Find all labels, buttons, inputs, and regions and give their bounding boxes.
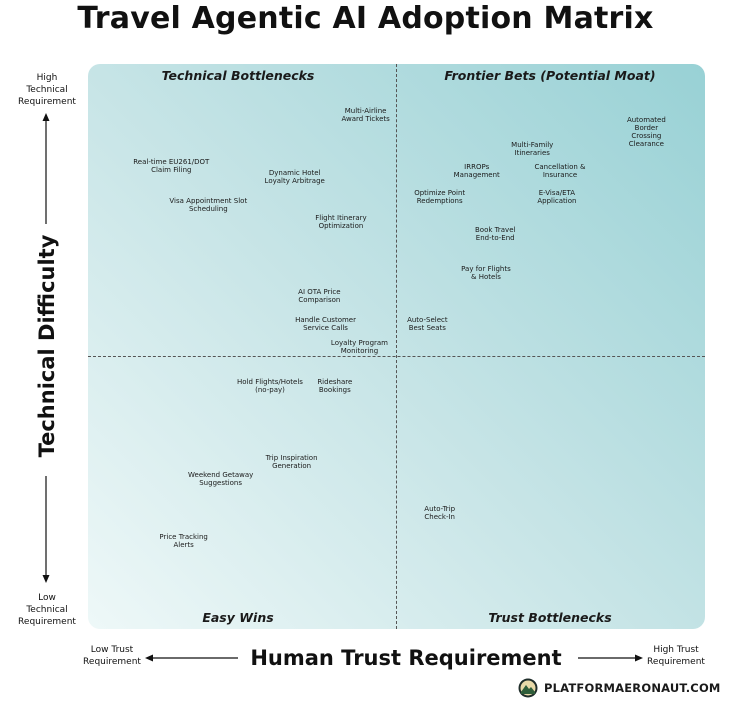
matrix-plot-area: Technical Bottlenecks Frontier Bets (Pot… (88, 64, 705, 629)
point-label: Rideshare Bookings (317, 378, 353, 395)
mountain-badge-icon (518, 678, 538, 698)
quadrant-label-bottom-right: Trust Bottlenecks (488, 610, 612, 625)
point-label: Flight Itinerary Optimization (315, 214, 367, 231)
brand-footer: PLATFORMAERONAUT.COM (518, 678, 721, 698)
point-label: Hold Flights/Hotels (no-pay) (237, 378, 303, 395)
x-axis-high-label: High Trust Requirement (647, 645, 705, 667)
y-axis-arrow-down (42, 575, 50, 583)
y-axis-high-label: High Technical Requirement (18, 73, 76, 107)
point-label: Auto-Select Best Seats (407, 315, 448, 332)
point-label: Multi-Family Itineraries (511, 140, 554, 157)
point-label: Trip Inspiration Generation (265, 454, 318, 471)
x-axis-low-label: Low Trust Requirement (83, 645, 141, 667)
point-label: Visa Appointment Slot Scheduling (169, 197, 248, 214)
x-axis-title: Human Trust Requirement (250, 646, 562, 670)
brand-name: PLATFORMAERONAUT.COM (544, 681, 721, 695)
point-label: Weekend Getaway Suggestions (188, 471, 254, 488)
y-axis-title: Technical Difficulty (35, 234, 59, 458)
point-label: Optimize Point Redemptions (414, 188, 466, 205)
y-axis-low-label: Low Technical Requirement (18, 593, 76, 627)
point-label: Loyalty Program Monitoring (330, 338, 389, 355)
x-axis-arrow-right (635, 654, 643, 662)
point-label: Pay for Flights & Hotels (461, 265, 511, 282)
point-label: Book Travel End-to-End (474, 225, 516, 242)
point-label: Dynamic Hotel Loyalty Arbitrage (264, 169, 325, 185)
quadrant-label-top-left: Technical Bottlenecks (161, 68, 315, 83)
point-label: Price Tracking Alerts (159, 533, 208, 550)
horizontal-divider (88, 356, 705, 357)
chart-title: Travel Agentic AI Adoption Matrix (77, 1, 654, 36)
point-label: AI OTA Price Comparison (298, 287, 341, 304)
point-label: Handle Customer Service Calls (295, 315, 356, 332)
point-label: Multi-Airline Award Tickets (341, 106, 390, 123)
point-label: Real-time EU261/DOT Claim Filing (133, 157, 210, 174)
point-label: Automated Border Crossing Clearance (626, 115, 666, 148)
vertical-divider (396, 64, 397, 629)
y-axis-arrow-up (42, 113, 50, 121)
quadrant-label-top-right: Frontier Bets (Potential Moat) (444, 68, 656, 83)
x-axis-arrow-left (145, 654, 153, 662)
point-label: IRROPs Management (453, 163, 500, 180)
point-label: E-Visa/ETA Application (537, 188, 577, 205)
quadrant-label-bottom-left: Easy Wins (202, 610, 274, 625)
point-label: Auto-Trip Check-In (424, 505, 456, 522)
point-label: Cancellation & Insurance (534, 163, 586, 180)
